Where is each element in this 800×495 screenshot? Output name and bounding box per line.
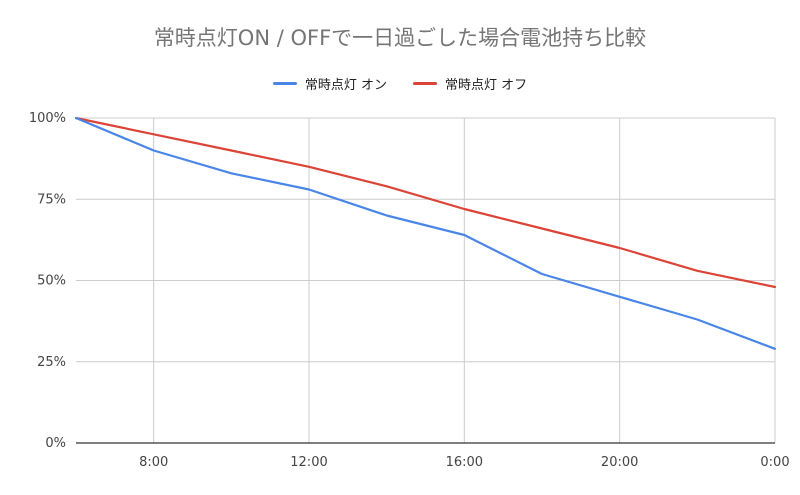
legend-swatch-on [272,82,297,85]
legend: 常時点灯 オン 常時点灯 オフ [0,74,800,93]
x-tick-label: 20:00 [601,455,638,470]
y-tick-label: 0% [45,436,66,451]
y-tick-label: 100% [29,111,66,126]
legend-label-on: 常時点灯 オン [304,78,387,93]
series-line-off [74,116,777,289]
x-tick-label: 8:00 [139,455,168,470]
y-tick-label: 75% [37,192,66,207]
series-line-on [74,116,777,350]
y-tick-label: 25% [37,355,66,370]
chart-title: 常時点灯ON / OFFで一日過ごした場合電池持ち比較 [153,26,647,50]
y-tick-label: 50% [37,274,66,289]
legend-item-on: 常時点灯 オン [272,74,387,93]
legend-label-off: 常時点灯 オフ [445,78,528,93]
legend-item-off: 常時点灯 オフ [413,74,527,93]
x-tick-label: 12:00 [290,455,327,470]
x-tick-label: 16:00 [446,455,483,470]
x-tick-label: 0:00 [760,455,789,470]
legend-swatch-off [413,82,437,85]
